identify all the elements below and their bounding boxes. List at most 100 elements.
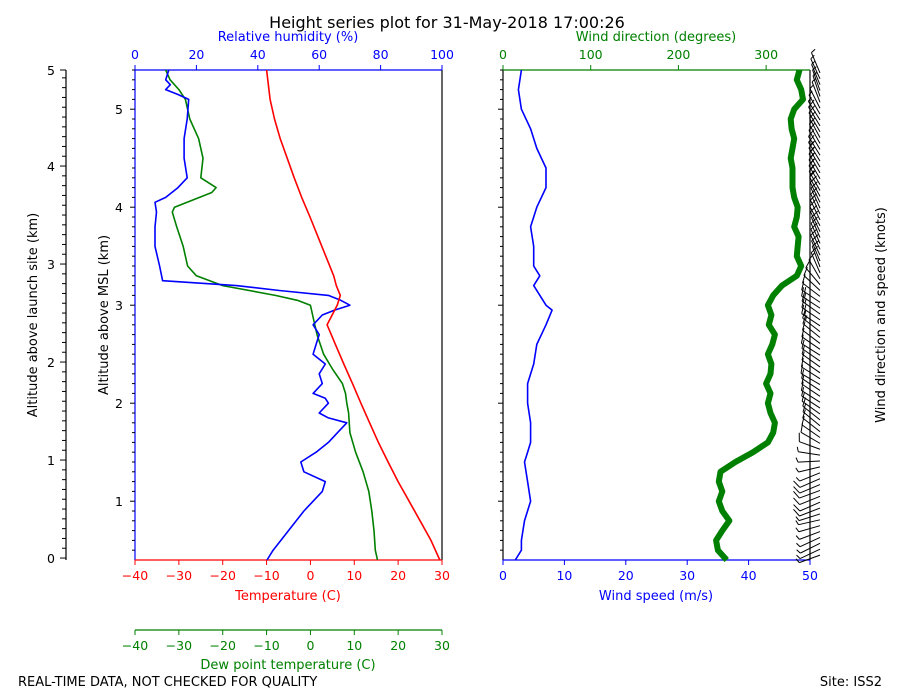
wind-barb-flag [801,327,805,337]
wind-barb-staff [810,58,821,80]
msl-tick-label: 4 [115,200,123,215]
wind-barb-staff [798,525,821,533]
wind-barb-staff [808,159,821,180]
wind-barb-staff [801,395,821,409]
wind-barb-staff [802,411,821,427]
agl-tick-label: 5 [47,63,55,78]
wind-barb-staff [808,171,821,191]
temp-tick-label: −30 [166,568,192,583]
rh-tick-label: 100 [430,47,454,62]
agl-axis-label: Altitude above launch site (km) [26,213,41,417]
wind-barb-staff [808,153,821,174]
wind-barb-half-flag [795,477,800,482]
wind-barb-staff [803,275,821,291]
wind-barb-flag [800,364,804,374]
speed-tick-label: 10 [556,568,572,583]
dewpoint-tick-label: −40 [122,638,148,653]
dewpoint-line [164,69,379,561]
wind-barb-staff [802,323,821,338]
wind-barb-flag [793,504,801,512]
msl-tick-label: 1 [115,494,123,509]
wind-barb-staff [798,460,821,463]
wind-barb-staff [799,548,821,560]
wind-barb-staff [810,187,821,209]
dir-tick-label: 200 [666,47,690,62]
wind-barb-staff [811,240,821,262]
wind-barb-flag [801,281,805,291]
agl-tick-label: 2 [47,355,55,370]
wind-barb-staff [801,300,821,315]
wind-barb-flag [793,480,801,488]
rh-tick-label: 80 [373,47,389,62]
wind-barb-staff [801,424,821,438]
wind-barb-staff [801,295,821,309]
wind-barb-staff [809,199,821,221]
wind-barb-staff [810,211,821,232]
wind-barb-half-flag [812,72,818,76]
wind-barb-staff [810,217,821,238]
speed-tick-label: 50 [802,568,818,583]
wind-barb-flag [808,134,815,143]
wind-barb-half-flag [810,158,815,164]
wind-barb-staff [808,259,821,279]
wind-barb-staff [812,75,821,97]
temp-tick-label: 20 [390,568,406,583]
wind-barb-flag [800,334,804,344]
thermo-panel: −40 −30 −20 −10 0 10 20 30−40 −30 −20 −10 0 10 20 300 2… [26,30,454,673]
wind-barb-flag [793,490,800,499]
quality-notice: REAL-TIME DATA, NOT CHECKED FOR QUALITY [18,675,317,690]
temp-tick-label: −40 [122,568,148,583]
dewpoint-tick-label: −30 [166,638,192,653]
wind-speed-axis-label: Wind speed (m/s) [599,589,713,604]
rh-tick-label: 40 [250,47,266,62]
wind-barb-staff [808,165,821,185]
wind-barb-flag [802,309,806,319]
wind-barb-flag [801,351,805,361]
rh-tick-label: 20 [188,47,204,62]
wind-barb-flag [793,508,800,517]
wind-barb-flag [808,164,816,172]
wind-barb-half-flag [804,310,807,316]
wind-speed-line [514,69,553,561]
wind-barb-staff [799,554,821,564]
wind-barb-flag [800,357,804,367]
wind-barb-staff [808,136,821,156]
wind-barb-staff [799,441,821,450]
wind-barb-staff [801,359,821,374]
dewpoint-tick-label: 10 [346,638,362,653]
wind-barb-flag [801,298,805,308]
wind-barb-staff [801,390,821,403]
wind-barb-half-flag [795,457,799,463]
wind-barb-half-flag [795,527,800,533]
wind-barb-flag [810,228,818,236]
agl-tick-label: 3 [47,257,55,272]
dewpoint-tick-label: 0 [306,638,314,653]
wind-barb-half-flag [811,60,816,65]
wind-barb-staff [799,507,821,517]
msl-tick-label: 2 [115,396,123,411]
agl-tick-label: 1 [47,453,55,468]
wind-barb-half-flag [811,48,816,54]
wind-barb-half-flag [804,304,807,310]
wind-barb-flag [809,169,816,178]
rh-axis-label: Relative humidity (%) [218,30,359,45]
msl-axis-label: Altitude above MSL (km) [97,235,112,395]
barb-axis-label: Wind direction and speed (knots) [874,207,889,423]
wind-barb-staff [811,81,821,103]
msl-tick-label: 3 [115,298,123,313]
wind-barb-flag [808,123,815,131]
wind-barb-staff [801,342,821,356]
temp-axis-label: Temperature (C) [234,589,341,604]
wind-barb-staff [808,112,821,132]
site-label: Site: ISS2 [820,675,882,690]
wind-barb-staff [801,383,821,397]
agl-tick-label: 4 [47,159,55,174]
wind-barb-staff [798,451,821,456]
wind-barb-staff [808,142,821,162]
temp-tick-label: −10 [253,568,279,583]
wind-barb-staff [801,336,821,350]
wind-barb-flag [809,111,816,119]
temp-tick-label: 0 [306,568,314,583]
wind-barb-half-flag [804,286,807,293]
wind-barb-staff [801,348,821,362]
